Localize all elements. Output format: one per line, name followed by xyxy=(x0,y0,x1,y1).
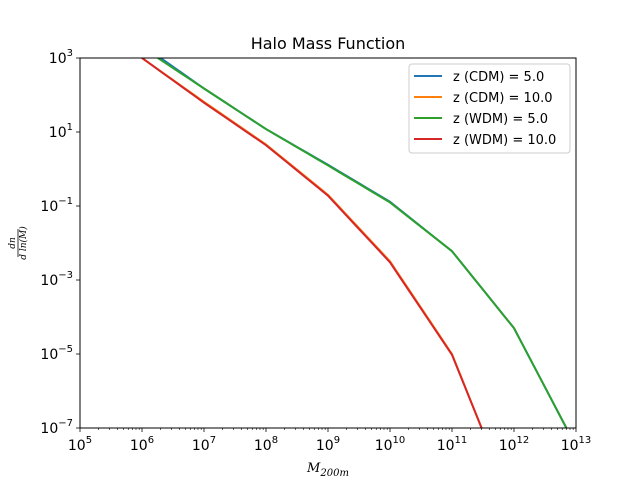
x-axis-ticks: 105 106 107 108 109 1010 1011 1012 1013 xyxy=(68,428,591,454)
legend: z (CDM) = 5.0 z (CDM) = 10.0 z (WDM) = 5.0… xyxy=(408,63,571,154)
series-line-2 xyxy=(157,58,568,428)
legend-label: z (WDM) = 10.0 xyxy=(453,133,556,148)
x-tick-label: 1010 xyxy=(375,435,406,454)
y-tick-label: 101 xyxy=(49,122,73,141)
x-axis-label: M200m xyxy=(306,461,349,479)
y-axis-ticks: 103 101 10−1 10−3 10−5 10−7 xyxy=(40,48,80,437)
y-tick-label: 10−5 xyxy=(40,344,73,363)
series-lines xyxy=(141,58,568,428)
y-axis-label: dn d ln(M) xyxy=(8,226,29,260)
x-tick-label: 107 xyxy=(192,435,216,454)
chart-title: Halo Mass Function xyxy=(251,34,406,53)
legend-label: z (CDM) = 5.0 xyxy=(453,70,544,85)
y-tick-label: 103 xyxy=(49,48,73,67)
x-tick-label: 109 xyxy=(316,435,340,454)
x-tick-label: 1013 xyxy=(561,435,592,454)
svg-text:dn: dn xyxy=(8,237,18,249)
x-tick-label: 1011 xyxy=(437,435,468,454)
svg-text:d ln(M): d ln(M) xyxy=(18,226,29,260)
y-tick-label: 10−3 xyxy=(40,270,73,289)
y-tick-label: 10−7 xyxy=(40,418,73,437)
legend-label: z (WDM) = 5.0 xyxy=(453,112,548,127)
x-tick-label: 105 xyxy=(68,435,92,454)
legend-frame xyxy=(408,63,571,154)
legend-label: z (CDM) = 10.0 xyxy=(453,91,553,106)
y-tick-label: 10−1 xyxy=(40,196,73,215)
series-line-3 xyxy=(141,58,483,428)
x-tick-label: 106 xyxy=(130,435,154,454)
x-tick-label: 108 xyxy=(254,435,278,454)
x-tick-label: 1012 xyxy=(499,435,530,454)
